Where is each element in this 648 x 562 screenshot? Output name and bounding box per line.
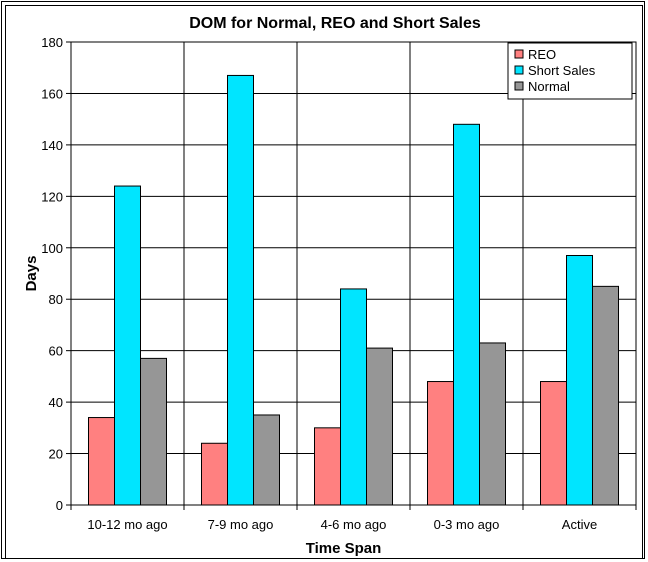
y-axis-ticks: 0 20 40 60 80 100 120 140 160 180 bbox=[41, 35, 71, 513]
y-tick-label: 20 bbox=[49, 447, 63, 462]
bar-short-sales bbox=[114, 185, 141, 506]
legend-box bbox=[507, 42, 633, 100]
bar-reo bbox=[201, 442, 228, 506]
legend-swatch bbox=[514, 81, 524, 91]
bar-reo bbox=[427, 381, 454, 506]
plot-area-frame bbox=[70, 41, 637, 506]
x-tick-label: Active bbox=[562, 517, 597, 532]
bar-normal bbox=[253, 414, 280, 506]
bar-reo bbox=[314, 427, 341, 506]
legend-swatch bbox=[514, 49, 524, 59]
legend-swatch bbox=[514, 65, 524, 75]
legend-label: Normal bbox=[528, 79, 570, 94]
x-tick-label: 7-9 mo ago bbox=[208, 517, 274, 532]
chart-inner-border bbox=[5, 5, 643, 559]
bar-normal bbox=[592, 285, 619, 506]
x-tick-label: 10-12 mo ago bbox=[87, 517, 167, 532]
y-tick-label: 60 bbox=[49, 344, 63, 359]
bar-short-sales bbox=[453, 123, 480, 506]
bar-normal bbox=[479, 342, 506, 506]
y-tick-label: 140 bbox=[41, 138, 63, 153]
bar-reo bbox=[540, 381, 567, 506]
y-tick-label: 180 bbox=[41, 35, 63, 50]
x-axis-ticks: 10-12 mo ago 7-9 mo ago 4-6 mo ago 0-3 mo a… bbox=[70, 505, 637, 532]
legend-label: REO bbox=[528, 47, 556, 62]
y-tick-label: 40 bbox=[49, 395, 63, 410]
x-axis-title: Time Span bbox=[306, 540, 382, 557]
bar-short-sales bbox=[227, 74, 254, 506]
bar-short-sales bbox=[566, 254, 593, 506]
y-tick-label: 80 bbox=[49, 292, 63, 307]
bar-reo bbox=[88, 417, 115, 506]
legend-label: Short Sales bbox=[528, 63, 596, 78]
y-axis-title: Days bbox=[23, 256, 40, 292]
bar-normal bbox=[140, 357, 167, 506]
y-tick-label: 120 bbox=[41, 189, 63, 204]
x-tick-label: 0-3 mo ago bbox=[434, 517, 500, 532]
chart-title: DOM for Normal, REO and Short Sales bbox=[189, 15, 481, 32]
x-tick-label: 4-6 mo ago bbox=[321, 517, 387, 532]
y-tick-label: 160 bbox=[41, 86, 63, 101]
y-tick-label: 0 bbox=[56, 498, 63, 513]
bars bbox=[88, 74, 619, 506]
y-tick-label: 100 bbox=[41, 241, 63, 256]
bar-short-sales bbox=[340, 288, 367, 506]
bar-normal bbox=[366, 347, 393, 506]
